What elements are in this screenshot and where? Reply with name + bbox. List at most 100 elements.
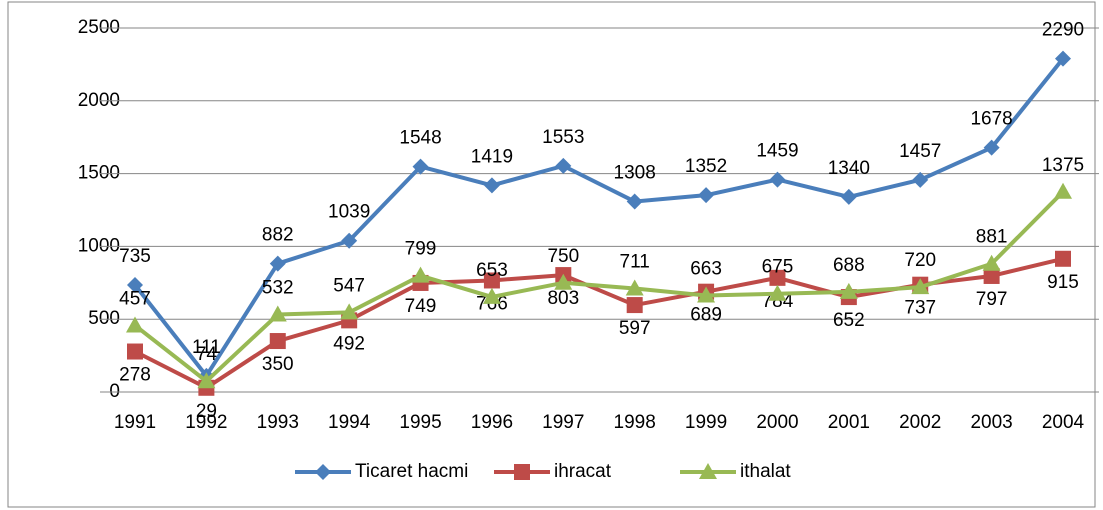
- data-label: 1678: [970, 109, 1012, 130]
- data-point: [126, 316, 144, 333]
- x-tick-label: 2002: [899, 412, 941, 433]
- data-label: 735: [119, 246, 151, 267]
- data-point: [911, 278, 930, 295]
- data-point: [341, 232, 358, 249]
- chart-border: [7, 1, 1096, 508]
- x-tick-label: 1995: [399, 412, 441, 433]
- data-label: 749: [405, 296, 437, 317]
- y-tick-label: 2500: [78, 17, 120, 38]
- x-tick-label: 1992: [185, 412, 227, 433]
- data-point: [840, 188, 857, 205]
- series-line: [133, 190, 1065, 384]
- data-point: [768, 284, 787, 301]
- data-label: 766: [476, 293, 508, 314]
- x-tick-label: 1999: [685, 412, 727, 433]
- data-point: [839, 282, 858, 299]
- x-tick-label: 1996: [471, 412, 513, 433]
- legend-marker: [514, 464, 530, 480]
- data-point: [769, 171, 786, 188]
- legend-label: ihracat: [554, 461, 612, 482]
- data-label: 915: [1047, 272, 1079, 293]
- data-label: 350: [262, 354, 294, 375]
- data-point: [197, 372, 216, 389]
- data-label: 784: [762, 291, 794, 312]
- data-point: [698, 187, 715, 204]
- data-point: [554, 273, 573, 290]
- data-point: [555, 157, 572, 174]
- data-label: 1375: [1042, 155, 1084, 176]
- legend-label: ithalat: [740, 461, 791, 482]
- data-label: 799: [405, 239, 437, 260]
- x-tick-label: 1994: [328, 412, 371, 433]
- x-tick-label: 1993: [257, 412, 299, 433]
- data-label: 532: [262, 278, 294, 299]
- x-tick-label: 2003: [970, 412, 1012, 433]
- data-point: [912, 171, 929, 188]
- data-label: 720: [904, 250, 936, 271]
- data-label: 737: [904, 298, 936, 319]
- data-label: 1459: [756, 141, 798, 162]
- data-label: 547: [333, 275, 365, 296]
- data-point: [269, 255, 286, 272]
- x-tick-label: 2004: [1042, 412, 1085, 433]
- data-point: [483, 177, 500, 194]
- data-label: 797: [976, 289, 1008, 310]
- data-label: 111: [192, 337, 221, 358]
- x-tick-label: 2000: [756, 412, 798, 433]
- data-label: 74: [196, 344, 218, 365]
- data-point: [268, 305, 287, 322]
- data-label: 278: [119, 365, 151, 386]
- data-label: 689: [690, 305, 722, 326]
- data-label: 29: [196, 401, 217, 422]
- series-line: [133, 57, 1065, 378]
- data-label: 1039: [328, 202, 370, 223]
- data-label: 1308: [614, 163, 656, 184]
- data-label: 1419: [471, 146, 513, 167]
- data-point: [482, 287, 501, 304]
- data-label: 652: [833, 310, 865, 331]
- data-label: 653: [476, 260, 508, 281]
- data-label: 881: [976, 227, 1008, 248]
- data-point: [626, 297, 643, 314]
- data-point: [127, 276, 143, 293]
- data-point: [697, 286, 716, 303]
- legend-marker: [699, 463, 717, 479]
- data-point: [269, 333, 286, 350]
- data-label: 1352: [685, 156, 727, 177]
- data-label: 675: [762, 257, 794, 278]
- data-label: 597: [619, 318, 651, 339]
- y-tick-label: 1500: [78, 163, 120, 184]
- data-point: [483, 272, 500, 289]
- y-tick-label: 1000: [78, 235, 120, 256]
- data-label: 1340: [828, 158, 870, 179]
- data-point: [1055, 50, 1071, 67]
- data-label: 1548: [399, 128, 441, 149]
- data-point: [983, 139, 1000, 156]
- y-tick-label: 2000: [78, 90, 120, 111]
- data-label: 803: [547, 288, 579, 309]
- data-label: 750: [547, 246, 579, 267]
- x-tick-label: 1997: [542, 412, 584, 433]
- data-point: [982, 254, 1001, 271]
- x-tick-label: 2001: [828, 412, 870, 433]
- data-point: [1055, 250, 1071, 267]
- x-tick-label: 1991: [114, 412, 156, 433]
- legend-label: Ticaret hacmi: [355, 461, 468, 482]
- data-point: [127, 343, 143, 360]
- legend-marker: [315, 464, 331, 480]
- data-label: 1553: [542, 127, 584, 148]
- data-label: 457: [119, 288, 151, 309]
- data-point: [412, 158, 429, 175]
- data-label: 711: [620, 251, 650, 272]
- data-label: 492: [333, 333, 365, 354]
- data-label: 663: [690, 258, 722, 279]
- data-point: [769, 269, 786, 286]
- data-point: [1054, 182, 1072, 199]
- data-label: 882: [262, 225, 294, 246]
- data-point: [411, 266, 430, 283]
- data-point: [625, 279, 644, 296]
- data-label: 688: [833, 255, 865, 276]
- data-point: [626, 193, 643, 210]
- x-tick-label: 1998: [614, 412, 656, 433]
